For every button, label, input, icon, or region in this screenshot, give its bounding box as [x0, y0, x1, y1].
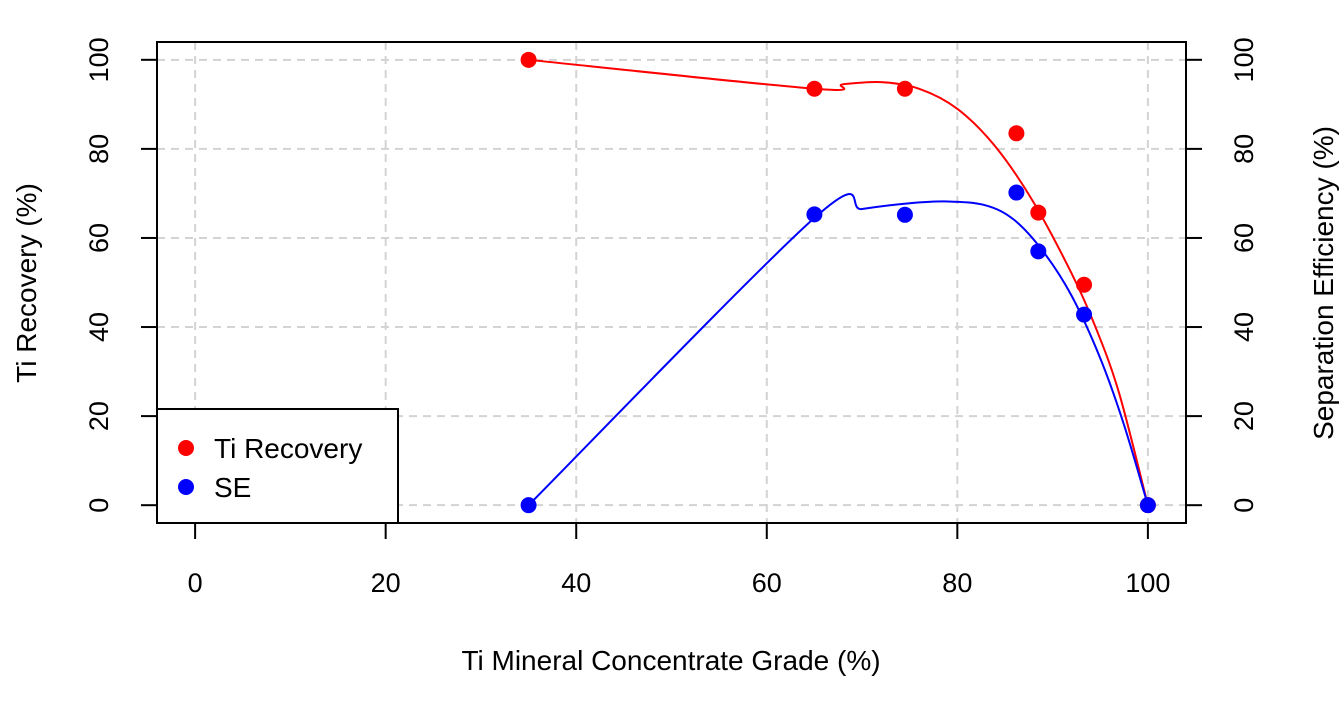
data-point-se: [896, 206, 913, 223]
series-curves: [527, 58, 1149, 506]
y-axis-title-right: Separation Efficiency (%): [1308, 126, 1339, 440]
y-tick-label-left: 60: [84, 223, 114, 253]
data-point-se: [1030, 243, 1047, 260]
y-tick-label-left: 40: [84, 312, 114, 342]
legend-box: [156, 408, 399, 524]
data-point-se: [520, 497, 537, 514]
data-point-ti-recovery: [1076, 276, 1093, 293]
x-tick-label: 100: [1125, 568, 1170, 598]
legend-marker-se: [178, 479, 194, 495]
series-line-ti-recovery: [528, 58, 1149, 506]
x-tick-label: 40: [561, 568, 591, 598]
data-point-ti-recovery: [806, 80, 823, 97]
x-tick-label: 20: [371, 568, 401, 598]
y-tick-label-right: 40: [1229, 312, 1259, 342]
y-tick-label-left: 100: [84, 37, 114, 82]
x-tick-label: 0: [188, 568, 203, 598]
y-tick-label-right: 100: [1229, 37, 1259, 82]
y-tick-label-left: 20: [84, 401, 114, 431]
x-tick-label: 80: [942, 568, 972, 598]
y-tick-label-left: 0: [84, 498, 114, 513]
y-tick-label-right: 80: [1229, 134, 1259, 164]
y-tick-label-left: 80: [84, 134, 114, 164]
legend-label-se: SE: [214, 472, 251, 503]
y-tick-label-right: 60: [1229, 223, 1259, 253]
y-tick-label-right: 0: [1229, 498, 1259, 513]
data-point-se: [1008, 184, 1025, 201]
y-tick-label-right: 20: [1229, 401, 1259, 431]
legend-label-ti-recovery: Ti Recovery: [214, 433, 362, 464]
data-point-ti-recovery: [1008, 125, 1025, 142]
x-tick-label: 60: [752, 568, 782, 598]
y-axis-title-left: Ti Recovery (%): [11, 183, 42, 383]
legend-marker-ti-recovery: [178, 440, 194, 456]
legend: Ti Recovery SE: [156, 408, 399, 524]
data-point-ti-recovery: [1030, 204, 1047, 221]
data-point-se: [1139, 497, 1156, 514]
data-point-se: [1076, 306, 1093, 323]
series-points: [520, 51, 1156, 514]
data-point-ti-recovery: [896, 80, 913, 97]
x-axis-title: Ti Mineral Concentrate Grade (%): [461, 645, 880, 676]
data-point-ti-recovery: [520, 51, 537, 68]
data-point-se: [806, 206, 823, 223]
